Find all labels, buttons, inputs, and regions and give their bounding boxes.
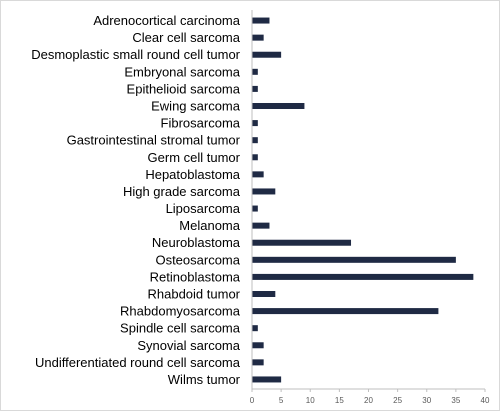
bar-19 — [252, 342, 264, 349]
x-tick-label: 35 — [451, 396, 460, 405]
bar-9 — [252, 171, 264, 178]
bar-2 — [252, 51, 282, 58]
category-label: High grade sarcoma — [123, 184, 241, 199]
bar-11 — [252, 205, 258, 212]
bar-21 — [252, 376, 282, 383]
category-label: Rhabdoid tumor — [148, 287, 241, 302]
bar-13 — [252, 239, 352, 246]
category-label: Clear cell sarcoma — [132, 30, 240, 45]
bar-15 — [252, 273, 474, 280]
bar-12 — [252, 222, 270, 229]
x-tick-label: 40 — [481, 396, 490, 405]
bar-18 — [252, 325, 258, 332]
category-label: Adrenocortical carcinoma — [93, 13, 240, 28]
x-tick-label: 10 — [306, 396, 315, 405]
category-label: Neuroblastoma — [152, 235, 241, 250]
category-label: Ewing sarcoma — [151, 99, 241, 114]
bar-1 — [252, 34, 264, 41]
bar-7 — [252, 137, 258, 144]
category-label: Retinoblastoma — [150, 269, 241, 284]
category-label: Undifferentiated round cell sarcoma — [35, 355, 241, 370]
category-label: Synovial sarcoma — [137, 338, 240, 353]
bar-10 — [252, 188, 276, 195]
x-tick-label: 30 — [422, 396, 431, 405]
category-label: Gastrointestinal stromal tumor — [67, 133, 241, 148]
category-labels: Adrenocortical carcinoma Clear cell sarco… — [31, 13, 241, 387]
bar-3 — [252, 68, 258, 75]
x-tick-label: 0 — [250, 396, 255, 405]
bar-4 — [252, 85, 258, 92]
bar-0 — [252, 17, 270, 24]
x-tick-label: 15 — [335, 396, 344, 405]
bar-5 — [252, 103, 305, 109]
bar-6 — [252, 120, 258, 127]
bar-17 — [252, 308, 439, 315]
x-tick-label: 25 — [393, 396, 402, 405]
bar-14 — [252, 256, 456, 263]
x-tick-label: 20 — [364, 396, 373, 405]
category-label: Germ cell tumor — [148, 150, 241, 165]
category-label: Hepatoblastoma — [145, 167, 240, 182]
category-label: Liposarcoma — [166, 201, 241, 216]
category-label: Wilms tumor — [168, 372, 241, 387]
category-label: Embryonal sarcoma — [124, 64, 240, 79]
bars-layer — [252, 17, 474, 383]
category-label: Melanoma — [179, 218, 240, 233]
x-axis-ticks: 0 5 10 15 20 25 30 35 40 — [250, 389, 490, 405]
bar-8 — [252, 154, 258, 161]
category-label: Fibrosarcoma — [161, 116, 241, 131]
category-label: Desmoplastic small round cell tumor — [31, 47, 240, 62]
category-label: Rhabdomyosarcoma — [120, 304, 241, 319]
category-label: Epithelioid sarcoma — [127, 81, 241, 96]
bar-20 — [252, 359, 264, 366]
bar-16 — [252, 291, 276, 297]
x-tick-label: 5 — [279, 396, 284, 405]
category-label: Spindle cell sarcoma — [120, 321, 241, 336]
category-label: Osteosarcoma — [155, 252, 240, 267]
